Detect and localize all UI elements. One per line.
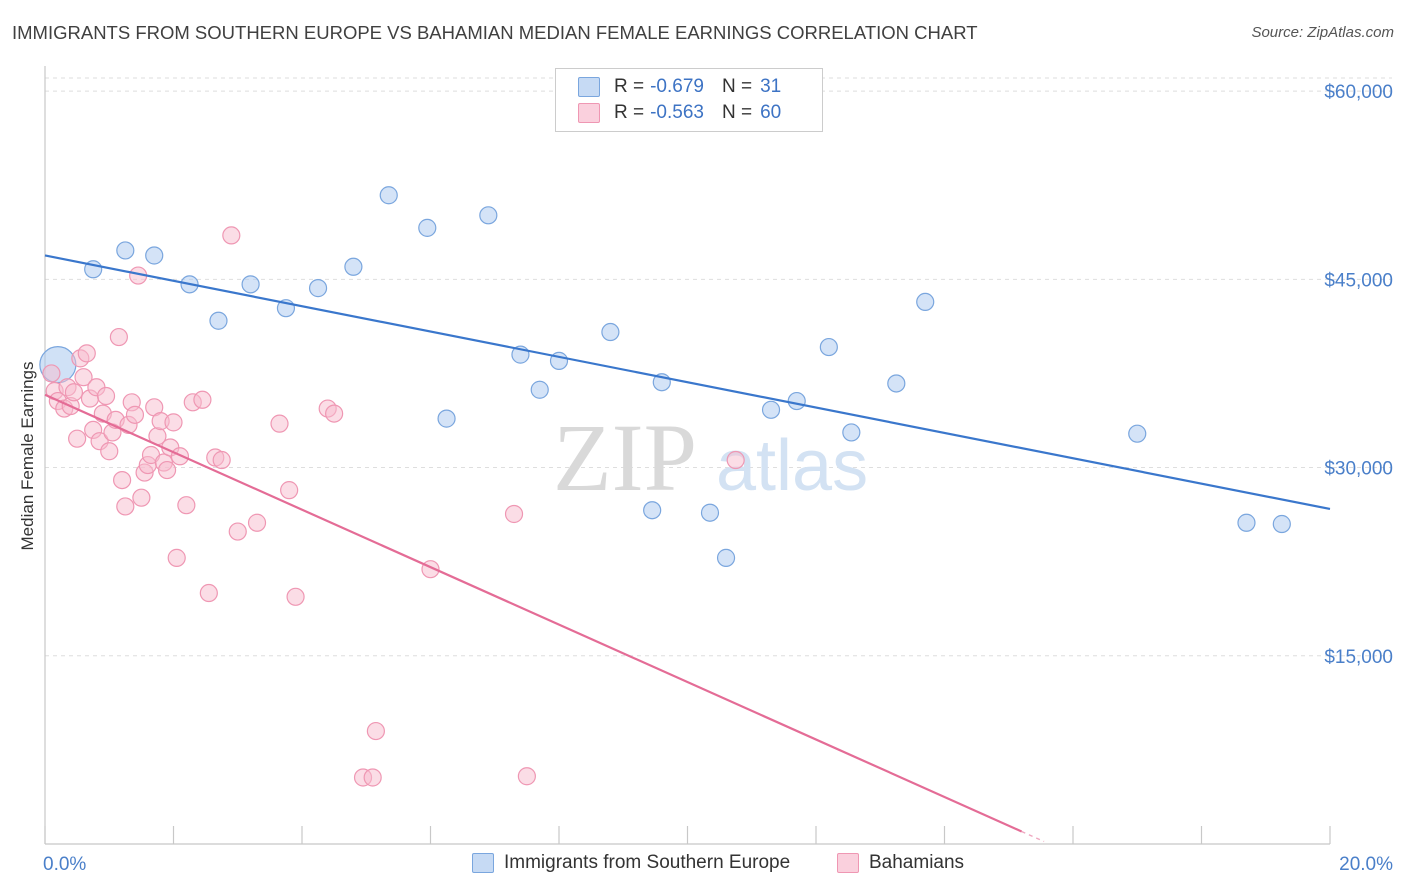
series-legend-bahamians: Bahamians bbox=[837, 852, 964, 874]
series-legend: Immigrants from Southern Europe Bahamian… bbox=[0, 852, 1406, 878]
bahamians-point bbox=[193, 390, 212, 409]
bahamians-point bbox=[42, 364, 61, 383]
bahamians-trend-line bbox=[44, 393, 1023, 833]
bahamians-point bbox=[164, 413, 183, 432]
chart-title: IMMIGRANTS FROM SOUTHERN EUROPE VS BAHAM… bbox=[12, 22, 978, 43]
series-legend-label: Immigrants from Southern Europe bbox=[504, 852, 791, 873]
legend-n-label: N = bbox=[721, 102, 753, 123]
series-legend-swatch-bahamians bbox=[837, 853, 859, 873]
bahamians-point bbox=[222, 226, 241, 245]
legend-n-label: N = bbox=[721, 76, 753, 97]
bahamians-point bbox=[726, 450, 745, 470]
southern-europe-point bbox=[437, 409, 456, 428]
series-legend-swatch-southern-europe bbox=[472, 853, 494, 873]
trend-lines bbox=[44, 254, 1331, 843]
legend-r-label: R = bbox=[614, 102, 645, 123]
watermark-zip: ZIP bbox=[553, 404, 697, 511]
southern-europe-point bbox=[209, 311, 228, 330]
bahamians-point bbox=[363, 768, 382, 787]
southern-europe-point bbox=[344, 257, 363, 276]
bahamians-point bbox=[96, 386, 116, 406]
southern-europe-point bbox=[761, 400, 781, 419]
southern-europe-point bbox=[116, 241, 135, 260]
bahamians-point bbox=[74, 368, 93, 387]
x-tick-label: 20.0% bbox=[1339, 854, 1393, 875]
southern-europe-point bbox=[700, 503, 720, 522]
southern-europe-point bbox=[643, 501, 662, 520]
axes bbox=[44, 66, 1331, 845]
legend-r-label: R = bbox=[614, 76, 645, 97]
y-tick-label: $60,000 bbox=[1324, 82, 1393, 103]
y-tick-label: $45,000 bbox=[1324, 270, 1393, 291]
bahamians-point bbox=[167, 548, 186, 567]
y-tick-label: $15,000 bbox=[1324, 647, 1393, 668]
southern-europe-point bbox=[842, 423, 861, 442]
bahamians-point bbox=[116, 497, 135, 516]
bahamians-point bbox=[177, 496, 196, 515]
bahamians-point bbox=[270, 414, 289, 433]
southern-europe-point bbox=[1128, 424, 1147, 443]
correlation-legend: R = -0.679 N = 31 R = -0.563 N = 60 bbox=[555, 68, 823, 132]
legend-row-bahamians: R = -0.563 N = 60 bbox=[556, 99, 781, 127]
southern-europe-trend-line bbox=[44, 254, 1331, 511]
bahamians-point bbox=[109, 327, 128, 347]
legend-n-value: 31 bbox=[760, 76, 782, 97]
bahamians-point bbox=[132, 488, 151, 507]
southern-europe-point bbox=[530, 380, 549, 399]
southern-europe-point bbox=[479, 206, 498, 225]
bahamians-trend-extension bbox=[1021, 830, 1045, 843]
bahamians-point bbox=[64, 383, 84, 402]
watermark: ZIP atlas bbox=[553, 404, 868, 511]
bahamians-point bbox=[325, 404, 344, 423]
bahamians-point bbox=[212, 450, 231, 470]
legend-row-southern-europe: R = -0.679 N = 31 bbox=[556, 73, 781, 101]
bahamians-point bbox=[517, 767, 536, 786]
bahamians-point bbox=[280, 481, 299, 500]
bahamians-point bbox=[125, 405, 145, 424]
x-tick-labels: 0.0% 20.0% bbox=[43, 854, 1393, 875]
southern-europe-point bbox=[916, 292, 935, 312]
bahamians-point bbox=[228, 522, 247, 541]
southern-europe-point bbox=[601, 322, 620, 342]
gridlines bbox=[45, 77, 1392, 657]
southern-europe-point bbox=[716, 548, 736, 567]
bahamians-point bbox=[68, 429, 87, 448]
bahamians-point bbox=[504, 504, 524, 524]
southern-europe-point bbox=[787, 391, 806, 411]
bahamians-point bbox=[157, 460, 177, 480]
legend-r-value: -0.679 bbox=[650, 76, 704, 97]
southern-europe-point bbox=[418, 218, 437, 237]
legend-swatch-bahamians bbox=[578, 103, 600, 123]
legend-r-value: -0.563 bbox=[650, 102, 704, 123]
legend-swatch-southern-europe bbox=[578, 77, 600, 97]
southern-europe-point bbox=[379, 186, 398, 205]
bahamians-point bbox=[247, 513, 267, 532]
legend-n-value: 60 bbox=[760, 102, 782, 123]
series-legend-label: Bahamians bbox=[869, 852, 965, 873]
southern-europe-point bbox=[145, 246, 164, 265]
southern-europe-point bbox=[1272, 514, 1291, 534]
southern-europe-point bbox=[887, 374, 906, 393]
bahamians-point bbox=[199, 583, 218, 603]
source-label: Source: ZipAtlas.com bbox=[1251, 24, 1394, 41]
bahamians-point bbox=[286, 587, 305, 606]
series-legend-southern-europe: Immigrants from Southern Europe bbox=[472, 852, 790, 874]
series-bahamians-points bbox=[42, 226, 745, 787]
southern-europe-point bbox=[241, 275, 260, 294]
y-tick-label: $30,000 bbox=[1324, 459, 1393, 480]
southern-europe-point bbox=[1237, 513, 1256, 532]
y-axis-label: Median Female Earnings bbox=[18, 362, 37, 551]
bahamians-point bbox=[112, 470, 132, 490]
x-tick-label: 0.0% bbox=[43, 854, 86, 875]
bahamians-point bbox=[366, 721, 385, 741]
southern-europe-point bbox=[308, 279, 328, 298]
bahamians-point bbox=[77, 344, 96, 363]
y-tick-labels: $15,000 $30,000 $45,000 $60,000 bbox=[1324, 82, 1393, 668]
bahamians-point bbox=[100, 442, 119, 461]
southern-europe-point bbox=[819, 337, 838, 357]
